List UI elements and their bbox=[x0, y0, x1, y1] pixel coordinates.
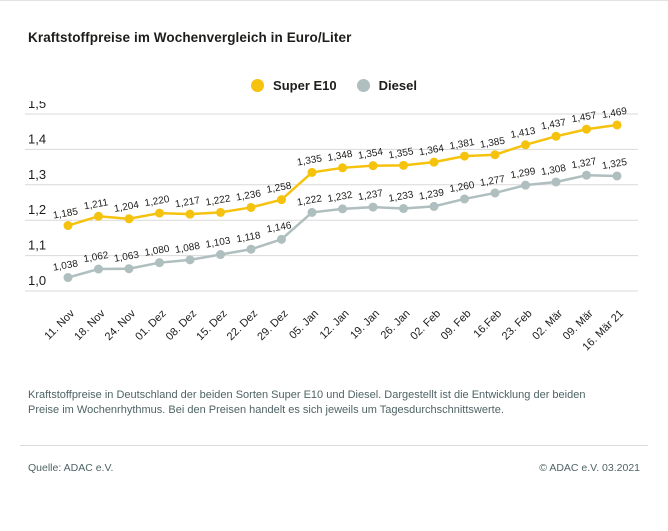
svg-text:09. Feb: 09. Feb bbox=[439, 308, 474, 343]
svg-text:02. Mär: 02. Mär bbox=[530, 307, 565, 342]
footer-divider bbox=[20, 445, 648, 446]
svg-text:24. Nov: 24. Nov bbox=[103, 307, 139, 343]
svg-text:1,185: 1,185 bbox=[52, 206, 79, 221]
source-note: Quelle: ADAC e.V. bbox=[28, 462, 114, 474]
svg-text:05. Jan: 05. Jan bbox=[287, 308, 321, 342]
svg-text:1,088: 1,088 bbox=[174, 241, 201, 256]
svg-text:1,233: 1,233 bbox=[388, 189, 415, 204]
svg-text:1,222: 1,222 bbox=[205, 193, 232, 208]
svg-text:23. Feb: 23. Feb bbox=[500, 308, 535, 343]
svg-text:02. Feb: 02. Feb bbox=[408, 308, 443, 343]
svg-text:1,413: 1,413 bbox=[510, 126, 537, 141]
svg-text:1,325: 1,325 bbox=[601, 157, 628, 172]
svg-text:1,103: 1,103 bbox=[205, 235, 232, 250]
diesel-marker-icon bbox=[356, 79, 370, 92]
svg-text:22. Dez: 22. Dez bbox=[225, 308, 260, 343]
svg-text:1,0: 1,0 bbox=[28, 273, 46, 288]
svg-text:1,118: 1,118 bbox=[236, 230, 262, 245]
svg-text:1,457: 1,457 bbox=[571, 110, 598, 125]
legend-label-diesel: Diesel bbox=[378, 78, 417, 93]
fuel-price-line-chart: 1,5 1,4 1,3 1,2 1,1 1,0 11. Nov 18. Nov 24. Nov 0… bbox=[0, 101, 668, 366]
svg-text:1,080: 1,080 bbox=[144, 244, 171, 259]
chart-legend: Super E10 Diesel bbox=[0, 78, 668, 93]
svg-text:1,258: 1,258 bbox=[266, 181, 293, 196]
svg-text:1,335: 1,335 bbox=[296, 153, 323, 168]
legend-item-diesel: Diesel bbox=[356, 78, 417, 93]
svg-text:1,2: 1,2 bbox=[28, 202, 46, 217]
svg-text:1,469: 1,469 bbox=[601, 106, 628, 121]
svg-text:1,236: 1,236 bbox=[235, 188, 262, 203]
svg-text:1,437: 1,437 bbox=[540, 117, 567, 132]
svg-text:26. Jan: 26. Jan bbox=[379, 308, 413, 342]
svg-text:1,237: 1,237 bbox=[357, 188, 384, 203]
svg-text:1,260: 1,260 bbox=[449, 180, 476, 195]
svg-text:1,204: 1,204 bbox=[113, 200, 140, 215]
svg-text:1,146: 1,146 bbox=[266, 220, 293, 235]
svg-text:29. Dez: 29. Dez bbox=[255, 308, 290, 343]
svg-text:1,5: 1,5 bbox=[28, 101, 46, 111]
svg-text:01. Dez: 01. Dez bbox=[133, 308, 168, 343]
svg-text:1,038: 1,038 bbox=[52, 258, 79, 273]
svg-text:19. Jan: 19. Jan bbox=[348, 308, 382, 342]
svg-text:1,1: 1,1 bbox=[28, 238, 46, 253]
svg-text:1,062: 1,062 bbox=[83, 250, 110, 265]
svg-text:1,354: 1,354 bbox=[357, 147, 384, 162]
svg-text:1,3: 1,3 bbox=[28, 167, 46, 182]
svg-text:15. Dez: 15. Dez bbox=[194, 308, 229, 343]
svg-text:11. Nov: 11. Nov bbox=[42, 307, 77, 342]
svg-text:1,348: 1,348 bbox=[327, 149, 354, 164]
copyright-note: © ADAC e.V. 03.2021 bbox=[539, 462, 640, 474]
svg-text:1,211: 1,211 bbox=[83, 197, 109, 212]
svg-text:1,381: 1,381 bbox=[449, 137, 476, 152]
svg-text:08. Dez: 08. Dez bbox=[164, 308, 199, 343]
svg-text:1,385: 1,385 bbox=[479, 136, 506, 151]
svg-text:1,217: 1,217 bbox=[174, 195, 201, 210]
svg-text:1,239: 1,239 bbox=[418, 187, 445, 202]
chart-description: Kraftstoffpreise in Deutschland der beid… bbox=[28, 389, 586, 416]
svg-text:18. Nov: 18. Nov bbox=[72, 307, 108, 343]
svg-text:1,299: 1,299 bbox=[510, 166, 537, 181]
svg-text:1,222: 1,222 bbox=[296, 193, 323, 208]
svg-text:1,308: 1,308 bbox=[540, 163, 567, 178]
chart-title: Kraftstoffpreise im Wochenvergleich in E… bbox=[28, 30, 352, 45]
footer-row: Quelle: ADAC e.V. © ADAC e.V. 03.2021 bbox=[28, 462, 640, 474]
svg-text:16.Feb: 16.Feb bbox=[471, 308, 504, 341]
svg-text:1,4: 1,4 bbox=[28, 131, 46, 146]
svg-text:1,063: 1,063 bbox=[113, 250, 140, 265]
svg-text:1,220: 1,220 bbox=[144, 194, 171, 209]
svg-text:1,364: 1,364 bbox=[418, 143, 445, 158]
super-e10-marker-icon bbox=[251, 79, 265, 92]
svg-text:1,355: 1,355 bbox=[388, 146, 415, 161]
svg-text:12. Jan: 12. Jan bbox=[318, 308, 352, 342]
legend-label-super-e10: Super E10 bbox=[273, 78, 337, 93]
svg-text:1,232: 1,232 bbox=[327, 190, 354, 205]
svg-text:1,277: 1,277 bbox=[479, 174, 506, 189]
svg-text:1,327: 1,327 bbox=[571, 156, 598, 171]
legend-item-super-e10: Super E10 bbox=[251, 78, 337, 93]
